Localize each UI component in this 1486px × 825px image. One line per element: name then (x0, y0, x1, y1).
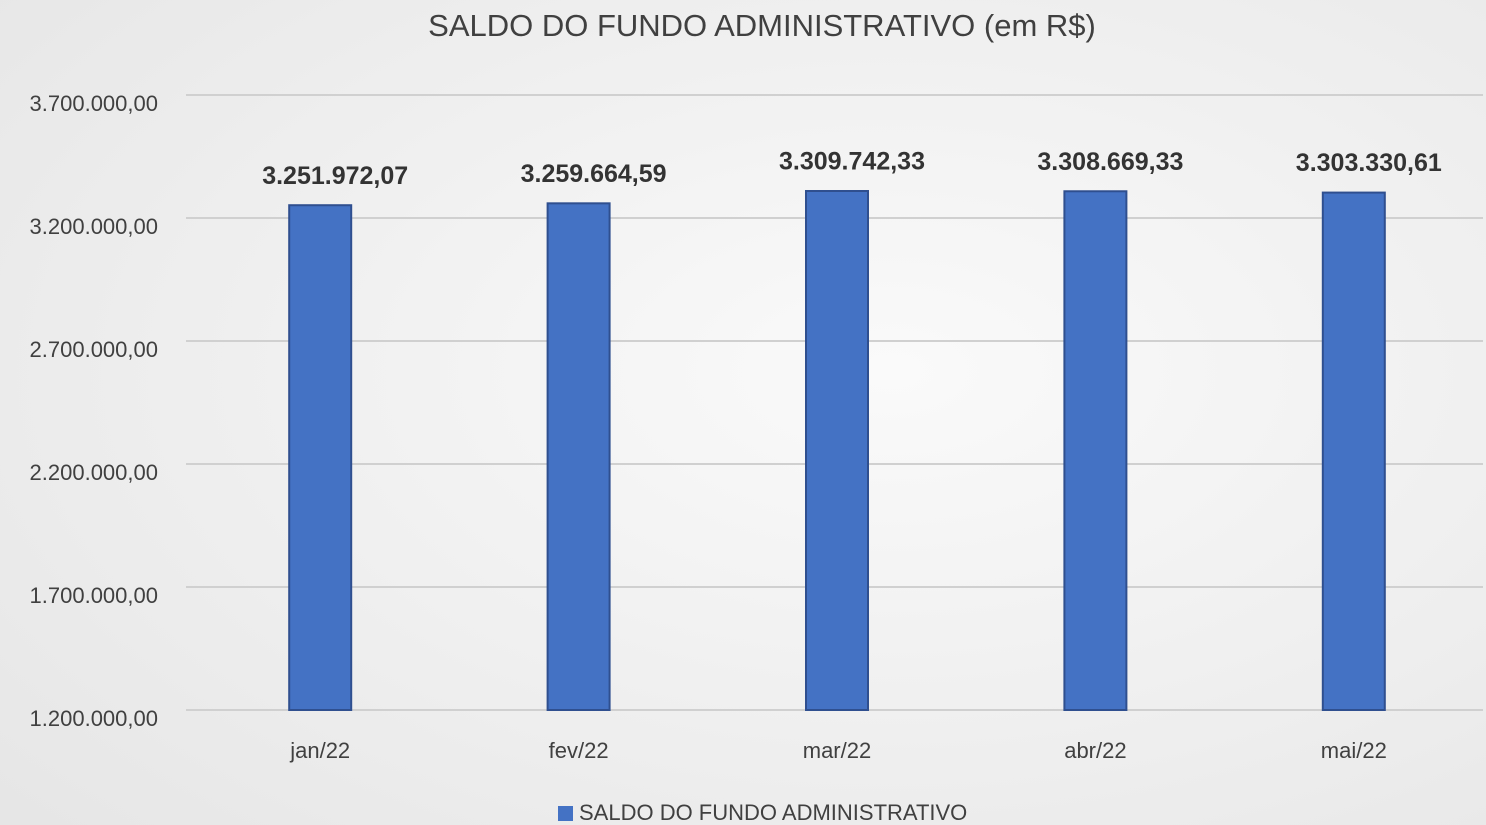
chart-title: SALDO DO FUNDO ADMINISTRATIVO (em R$) (428, 8, 1096, 43)
value-label: 3.303.330,61 (1296, 149, 1442, 177)
x-tick-label: abr/22 (1064, 738, 1126, 763)
y-tick-label: 3.700.000,00 (30, 91, 158, 116)
bar (546, 202, 611, 711)
value-label: 3.309.742,33 (779, 148, 925, 176)
bar (805, 190, 869, 712)
bars: jan/22 fev/22 mar/22 abr/22 mai/22 3.251.972,… (262, 148, 1442, 763)
bar (1063, 190, 1128, 712)
value-label: 3.259.664,59 (521, 160, 667, 188)
y-tick-label: 3.200.000,00 (30, 214, 158, 239)
y-tick-label: 2.200.000,00 (30, 460, 158, 485)
value-label: 3.251.972,07 (262, 162, 408, 190)
bar (288, 204, 353, 711)
legend-swatch (558, 806, 573, 821)
y-tick-label: 1.200.000,00 (30, 706, 158, 731)
legend: SALDO DO FUNDO ADMINISTRATIVO (558, 800, 967, 825)
x-tick-label: mar/22 (803, 738, 871, 763)
grid: 1.200.000,00 1.700.000,00 2.200.000,00 2.70… (30, 91, 1483, 731)
legend-label: SALDO DO FUNDO ADMINISTRATIVO (579, 800, 967, 825)
x-tick-label: fev/22 (549, 738, 609, 763)
bar (1321, 191, 1386, 711)
y-tick-label: 1.700.000,00 (30, 583, 158, 608)
y-tick-label: 2.700.000,00 (30, 337, 158, 362)
x-tick-label: mai/22 (1321, 738, 1387, 763)
x-tick-label: jan/22 (289, 738, 350, 763)
value-label: 3.308.669,33 (1037, 148, 1183, 176)
